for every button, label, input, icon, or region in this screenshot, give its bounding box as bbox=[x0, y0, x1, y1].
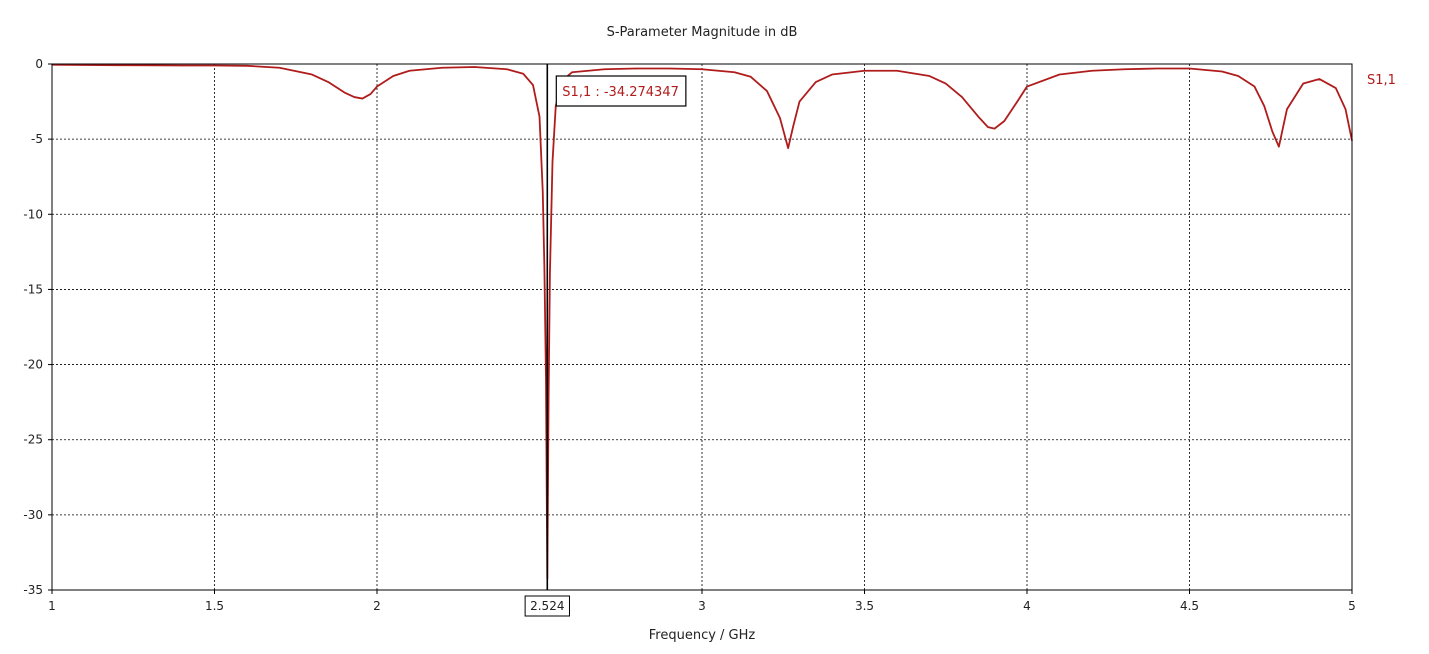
x-axis-label: Frequency / GHz bbox=[649, 628, 756, 643]
legend: S1,1 bbox=[1367, 73, 1396, 88]
y-tick-label: -15 bbox=[23, 282, 43, 296]
marker-layer: S1,1 : -34.274347 2.524 bbox=[524, 64, 687, 617]
y-tick-label: -35 bbox=[23, 583, 43, 597]
marker-readout: S1,1 : -34.274347 bbox=[562, 85, 679, 100]
y-tick-label: -30 bbox=[23, 508, 43, 522]
x-tick-label: 1 bbox=[48, 599, 56, 613]
y-tick-label: 0 bbox=[35, 57, 43, 71]
series-layer bbox=[51, 63, 1353, 580]
y-tick-label: -5 bbox=[31, 132, 43, 146]
x-tick-label: 1.5 bbox=[205, 599, 224, 613]
legend-entry: S1,1 bbox=[1367, 73, 1396, 88]
x-tick-label: 4.5 bbox=[1180, 599, 1199, 613]
x-tick-label: 3.5 bbox=[855, 599, 874, 613]
marker-readout-box bbox=[555, 75, 687, 107]
marker-x-label: 2.524 bbox=[530, 599, 564, 613]
x-tick-label: 2 bbox=[373, 599, 381, 613]
series-line-s11 bbox=[51, 63, 1353, 580]
x-tick-label: 5 bbox=[1348, 599, 1356, 613]
x-tick-label: 3 bbox=[698, 599, 706, 613]
marker-x-label-box bbox=[524, 595, 570, 617]
y-tick-label: -25 bbox=[23, 433, 43, 447]
x-tick-label: 4 bbox=[1023, 599, 1031, 613]
chart-title: S-Parameter Magnitude in dB bbox=[607, 25, 798, 40]
y-tick-label: -10 bbox=[23, 207, 43, 221]
plot-frame bbox=[51, 63, 1353, 591]
grid bbox=[52, 64, 1352, 590]
y-tick-label: -20 bbox=[23, 358, 43, 372]
axis-ticks: 1 1.5 2 3 3.5 4 4.5 5 0 -5 -10 -15 -20 -25 -30 -35 bbox=[23, 57, 1355, 613]
